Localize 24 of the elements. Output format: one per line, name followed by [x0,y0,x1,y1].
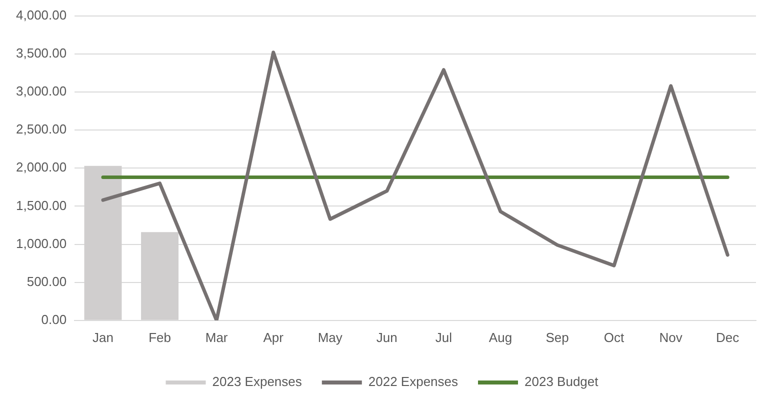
x-tick-label: Oct [604,330,625,345]
x-tick-label: Sep [546,330,569,345]
x-tick-label: Jan [92,330,114,345]
x-tick-label: May [318,330,343,345]
x-tick-label: Apr [263,330,284,345]
y-tick-label: 2,000.00 [16,160,67,175]
y-tick-label: 3,500.00 [16,45,67,60]
y-tick-label: 500.00 [26,274,67,289]
x-tick-label: Dec [716,330,740,345]
y-tick-label: 4,000.00 [16,7,67,22]
legend-label: 2023 Budget [524,374,599,390]
y-tick-label: 1,500.00 [16,198,67,213]
y-tick-label: 1,000.00 [16,236,67,251]
x-tick-label: Jul [435,330,452,345]
x-tick-label: Feb [148,330,171,345]
legend-label: 2023 Expenses [212,374,302,390]
x-tick-label: Aug [488,330,512,345]
y-tick-label: 0.00 [41,312,67,327]
y-tick-label: 3,000.00 [16,84,67,99]
x-tick-label: Mar [205,330,228,345]
x-tick-label: Nov [659,330,683,345]
y-tick-label: 2,500.00 [16,122,67,137]
x-tick-label: Jun [376,330,398,345]
legend-label: 2022 Expenses [368,374,459,390]
